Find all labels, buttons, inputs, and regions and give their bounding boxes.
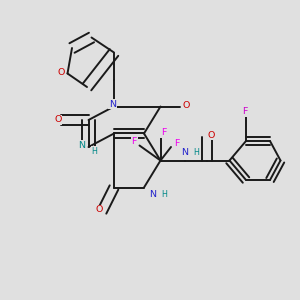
Text: F: F: [242, 107, 247, 116]
Text: O: O: [58, 68, 65, 77]
Text: O: O: [96, 206, 103, 214]
Text: O: O: [208, 130, 215, 140]
Text: N: N: [149, 190, 156, 199]
Text: H: H: [92, 147, 98, 156]
Text: H: H: [161, 190, 167, 199]
Text: F: F: [131, 137, 137, 146]
Text: N: N: [109, 100, 116, 109]
Text: F: F: [161, 128, 166, 137]
Text: O: O: [54, 116, 61, 124]
Text: F: F: [174, 139, 179, 148]
Text: N: N: [181, 148, 188, 157]
Text: N: N: [78, 141, 85, 150]
Text: H: H: [194, 148, 200, 157]
Text: O: O: [183, 100, 190, 109]
